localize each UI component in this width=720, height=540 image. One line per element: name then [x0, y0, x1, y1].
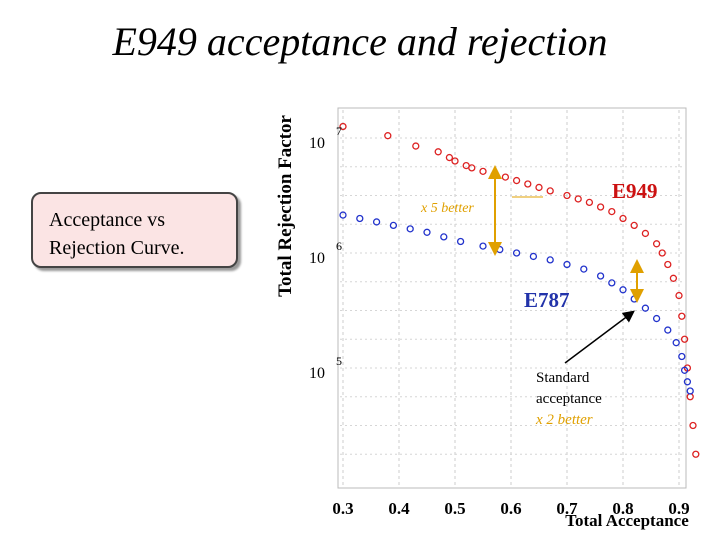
x-tick-label: 0.7 — [556, 499, 578, 518]
data-point — [641, 304, 650, 312]
data-point — [529, 252, 538, 261]
grid — [340, 110, 684, 486]
data-point — [563, 191, 571, 200]
data-point — [512, 176, 521, 185]
data-point — [630, 221, 638, 230]
data-point — [608, 207, 616, 216]
x-tick-label: 0.6 — [500, 499, 521, 518]
data-point — [468, 164, 476, 172]
data-point — [585, 198, 594, 207]
data-point — [535, 183, 543, 192]
data-point — [596, 272, 605, 280]
data-point — [512, 249, 521, 257]
y-tick-base: 10 — [309, 365, 325, 382]
data-point — [546, 187, 554, 195]
x-tick-label: 0.5 — [444, 499, 465, 518]
data-point — [658, 249, 666, 257]
data-point — [683, 378, 692, 386]
data-point — [524, 180, 532, 188]
standard-label-1: Standard — [536, 370, 590, 386]
data-point — [440, 233, 448, 241]
callout-box: Acceptance vs Rejection Curve. — [31, 192, 238, 268]
y-tick-exponent: 5 — [336, 354, 342, 368]
data-point — [501, 173, 510, 181]
x2-better-label: x 2 better — [535, 412, 593, 428]
data-point — [434, 148, 442, 156]
data-point — [423, 228, 431, 236]
data-point — [406, 225, 414, 233]
data-point — [356, 214, 364, 223]
data-point — [678, 352, 686, 361]
data-point — [456, 237, 465, 246]
y-tick-exponent: 7 — [336, 124, 342, 138]
tick-layer: 0.3 0.4 0.5 0.6 0.7 0.8 0.9 10 7 10 6 10 5 — [309, 124, 690, 518]
data-point — [479, 242, 487, 250]
data-point — [372, 218, 381, 226]
y-tick-exponent: 6 — [336, 239, 342, 253]
callout-line-1: Acceptance vs — [49, 209, 166, 231]
data-point — [546, 256, 554, 264]
y-tick-base: 10 — [309, 135, 325, 152]
data-point — [680, 366, 689, 374]
data-point — [451, 157, 459, 165]
standard-label-2: acceptance — [536, 391, 602, 407]
data-point — [563, 260, 571, 269]
x-tick-label: 0.3 — [332, 499, 353, 518]
x5-better-label: x 5 better — [420, 201, 474, 216]
data-point — [686, 387, 694, 395]
data-point — [339, 122, 347, 131]
e949-label: E949 — [612, 179, 658, 203]
x-tick-label: 0.8 — [612, 499, 633, 518]
data-point — [652, 314, 661, 323]
data-point — [692, 450, 700, 458]
data-point — [669, 274, 678, 282]
data-point — [479, 167, 487, 176]
data-point — [580, 265, 588, 273]
x-axis-label: Total Acceptance — [565, 511, 689, 530]
data-point — [664, 326, 672, 334]
callout-line-2: Rejection Curve. — [49, 237, 185, 259]
data-point — [389, 221, 398, 230]
data-point — [664, 260, 672, 269]
data-point — [652, 240, 661, 248]
data-point — [672, 339, 680, 347]
data-point — [412, 142, 420, 150]
data-point — [608, 279, 616, 287]
x-tick-label: 0.4 — [388, 499, 410, 518]
y-tick-base: 10 — [309, 250, 325, 267]
data-point — [641, 229, 650, 238]
data-point — [596, 203, 605, 211]
x-tick-label: 0.9 — [668, 499, 689, 518]
data-point — [445, 153, 454, 162]
data-point — [619, 214, 627, 223]
e787-label: E787 — [524, 288, 570, 312]
data-point — [689, 421, 697, 430]
data-point — [678, 312, 686, 320]
data-point — [675, 291, 683, 300]
data-point — [339, 211, 347, 219]
y-axis-label: Total Rejection Factor — [275, 115, 296, 297]
data-point — [574, 195, 582, 203]
data-point — [680, 335, 689, 343]
slide-title: E949 acceptance and rejection — [112, 19, 608, 64]
standard-acceptance-arrow — [564, 310, 635, 364]
plot-frame — [337, 107, 687, 489]
data-point — [384, 132, 392, 140]
data-point — [619, 286, 627, 294]
